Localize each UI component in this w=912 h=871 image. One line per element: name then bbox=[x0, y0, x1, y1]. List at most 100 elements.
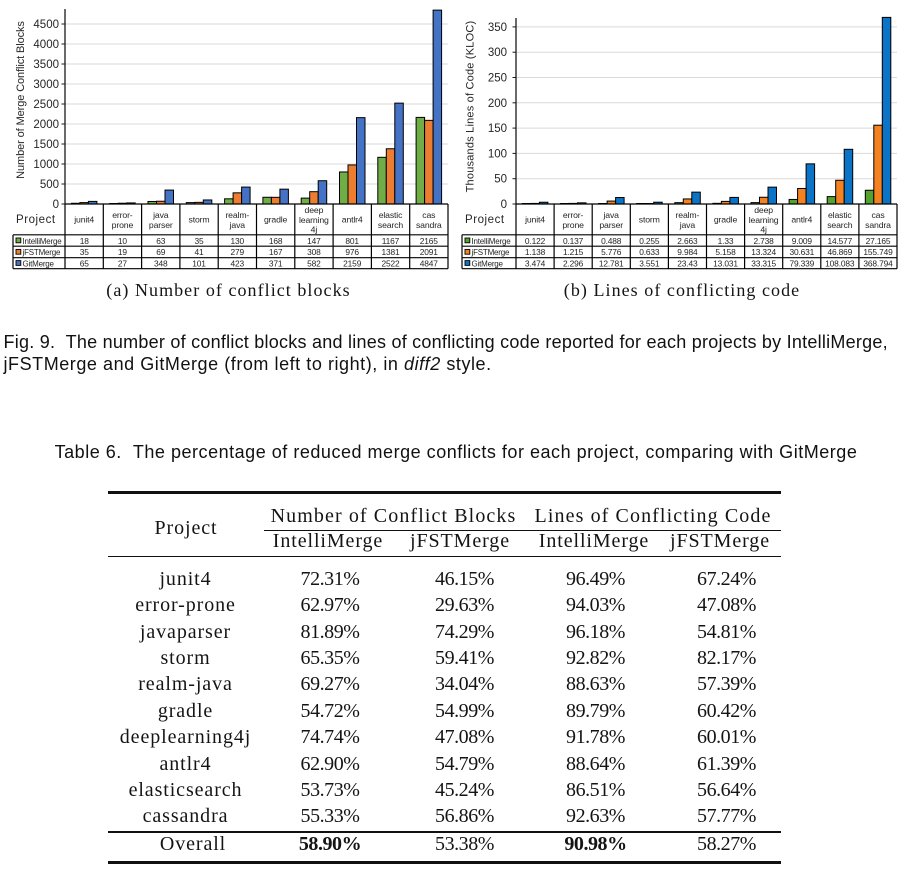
svg-text:168: 168 bbox=[269, 236, 283, 246]
svg-text:4j: 4j bbox=[311, 225, 318, 235]
svg-text:deep: deep bbox=[754, 205, 773, 215]
svg-text:4j: 4j bbox=[760, 225, 767, 235]
svg-text:junit4: junit4 bbox=[524, 215, 545, 225]
svg-text:search: search bbox=[378, 220, 403, 230]
svg-text:search: search bbox=[827, 220, 852, 230]
svg-text:79.339: 79.339 bbox=[789, 258, 814, 268]
svg-text:9.984: 9.984 bbox=[677, 247, 698, 257]
svg-text:junit4: junit4 bbox=[73, 215, 94, 225]
svg-text:GitMerge: GitMerge bbox=[472, 259, 504, 268]
svg-text:12.781: 12.781 bbox=[599, 258, 624, 268]
svg-text:1500: 1500 bbox=[33, 139, 59, 151]
svg-text:learning: learning bbox=[299, 215, 329, 225]
svg-text:69: 69 bbox=[156, 247, 166, 257]
svg-text:5.158: 5.158 bbox=[715, 247, 736, 257]
svg-text:error-: error- bbox=[112, 210, 133, 220]
svg-text:5.776: 5.776 bbox=[601, 247, 622, 257]
svg-text:19: 19 bbox=[118, 247, 128, 257]
svg-text:antlr4: antlr4 bbox=[342, 215, 363, 225]
svg-text:108.083: 108.083 bbox=[825, 258, 855, 268]
svg-text:2500: 2500 bbox=[33, 99, 59, 111]
svg-text:0: 0 bbox=[53, 199, 59, 211]
svg-text:14.577: 14.577 bbox=[827, 236, 852, 246]
svg-text:4847: 4847 bbox=[420, 258, 439, 268]
svg-text:0.137: 0.137 bbox=[563, 236, 584, 246]
svg-text:63: 63 bbox=[156, 236, 166, 246]
svg-text:IntelliMerge: IntelliMerge bbox=[23, 237, 63, 246]
svg-text:parser: parser bbox=[149, 220, 173, 230]
svg-text:10: 10 bbox=[118, 236, 128, 246]
svg-text:2165: 2165 bbox=[420, 236, 439, 246]
svg-text:cas: cas bbox=[422, 210, 436, 220]
svg-text:3000: 3000 bbox=[33, 79, 59, 91]
svg-text:308: 308 bbox=[307, 247, 321, 257]
svg-text:2000: 2000 bbox=[33, 119, 59, 131]
svg-text:801: 801 bbox=[345, 236, 359, 246]
svg-text:2.296: 2.296 bbox=[563, 258, 584, 268]
svg-text:error-: error- bbox=[563, 210, 584, 220]
svg-text:2.663: 2.663 bbox=[677, 236, 698, 246]
svg-text:35: 35 bbox=[80, 247, 90, 257]
svg-text:130: 130 bbox=[231, 236, 245, 246]
svg-text:27.165: 27.165 bbox=[866, 236, 891, 246]
svg-text:prone: prone bbox=[562, 220, 584, 230]
svg-text:371: 371 bbox=[269, 258, 283, 268]
svg-text:279: 279 bbox=[231, 247, 245, 257]
svg-text:30.631: 30.631 bbox=[789, 247, 814, 257]
svg-text:gradle: gradle bbox=[264, 215, 288, 225]
svg-text:33.315: 33.315 bbox=[751, 258, 776, 268]
svg-text:0.633: 0.633 bbox=[639, 247, 660, 257]
svg-text:2159: 2159 bbox=[343, 258, 362, 268]
svg-text:storm: storm bbox=[639, 215, 660, 225]
svg-text:sandra: sandra bbox=[416, 220, 442, 230]
svg-text:java: java bbox=[679, 220, 696, 230]
svg-text:27: 27 bbox=[118, 258, 128, 268]
svg-text:976: 976 bbox=[345, 247, 359, 257]
svg-text:35: 35 bbox=[194, 236, 204, 246]
svg-text:1381: 1381 bbox=[381, 247, 400, 257]
svg-text:13.031: 13.031 bbox=[713, 258, 738, 268]
svg-text:9.009: 9.009 bbox=[792, 236, 813, 246]
svg-text:582: 582 bbox=[307, 258, 321, 268]
svg-text:348: 348 bbox=[154, 258, 168, 268]
svg-text:learning: learning bbox=[749, 215, 779, 225]
svg-text:Project: Project bbox=[465, 214, 505, 226]
svg-text:cas: cas bbox=[871, 210, 885, 220]
svg-text:250: 250 bbox=[488, 73, 507, 85]
svg-text:storm: storm bbox=[189, 215, 210, 225]
svg-text:41: 41 bbox=[194, 247, 204, 257]
svg-text:jFSTMerge: jFSTMerge bbox=[471, 248, 511, 257]
svg-text:1.138: 1.138 bbox=[525, 247, 546, 257]
svg-text:1.33: 1.33 bbox=[718, 236, 734, 246]
svg-text:0.122: 0.122 bbox=[525, 236, 546, 246]
svg-text:Number of Merge Conflict Block: Number of Merge Conflict Blocks bbox=[15, 21, 27, 179]
svg-text:65: 65 bbox=[80, 258, 90, 268]
svg-text:300: 300 bbox=[488, 47, 507, 59]
svg-text:realm-: realm- bbox=[225, 210, 249, 220]
svg-text:147: 147 bbox=[307, 236, 321, 246]
svg-text:4500: 4500 bbox=[33, 19, 59, 31]
svg-text:0: 0 bbox=[501, 199, 507, 211]
svg-text:elastic: elastic bbox=[379, 210, 403, 220]
svg-text:gradle: gradle bbox=[714, 215, 738, 225]
svg-text:167: 167 bbox=[269, 247, 283, 257]
svg-text:2091: 2091 bbox=[420, 247, 439, 257]
svg-text:3.474: 3.474 bbox=[525, 258, 546, 268]
svg-text:IntelliMerge: IntelliMerge bbox=[472, 237, 512, 246]
svg-text:java: java bbox=[152, 210, 169, 220]
svg-text:prone: prone bbox=[112, 220, 134, 230]
svg-text:500: 500 bbox=[40, 179, 59, 191]
svg-text:101: 101 bbox=[192, 258, 206, 268]
svg-text:150: 150 bbox=[488, 123, 507, 135]
svg-text:155.749: 155.749 bbox=[863, 247, 893, 257]
svg-text:3500: 3500 bbox=[33, 59, 59, 71]
svg-text:Project: Project bbox=[16, 214, 56, 226]
svg-text:423: 423 bbox=[231, 258, 245, 268]
svg-text:2522: 2522 bbox=[381, 258, 400, 268]
svg-text:368.794: 368.794 bbox=[863, 258, 893, 268]
svg-text:Thousands Lines of Code (KLOC): Thousands Lines of Code (KLOC) bbox=[465, 21, 477, 193]
svg-text:0.255: 0.255 bbox=[639, 236, 660, 246]
svg-text:0.488: 0.488 bbox=[601, 236, 622, 246]
svg-text:1167: 1167 bbox=[382, 236, 400, 246]
svg-text:23.43: 23.43 bbox=[677, 258, 698, 268]
